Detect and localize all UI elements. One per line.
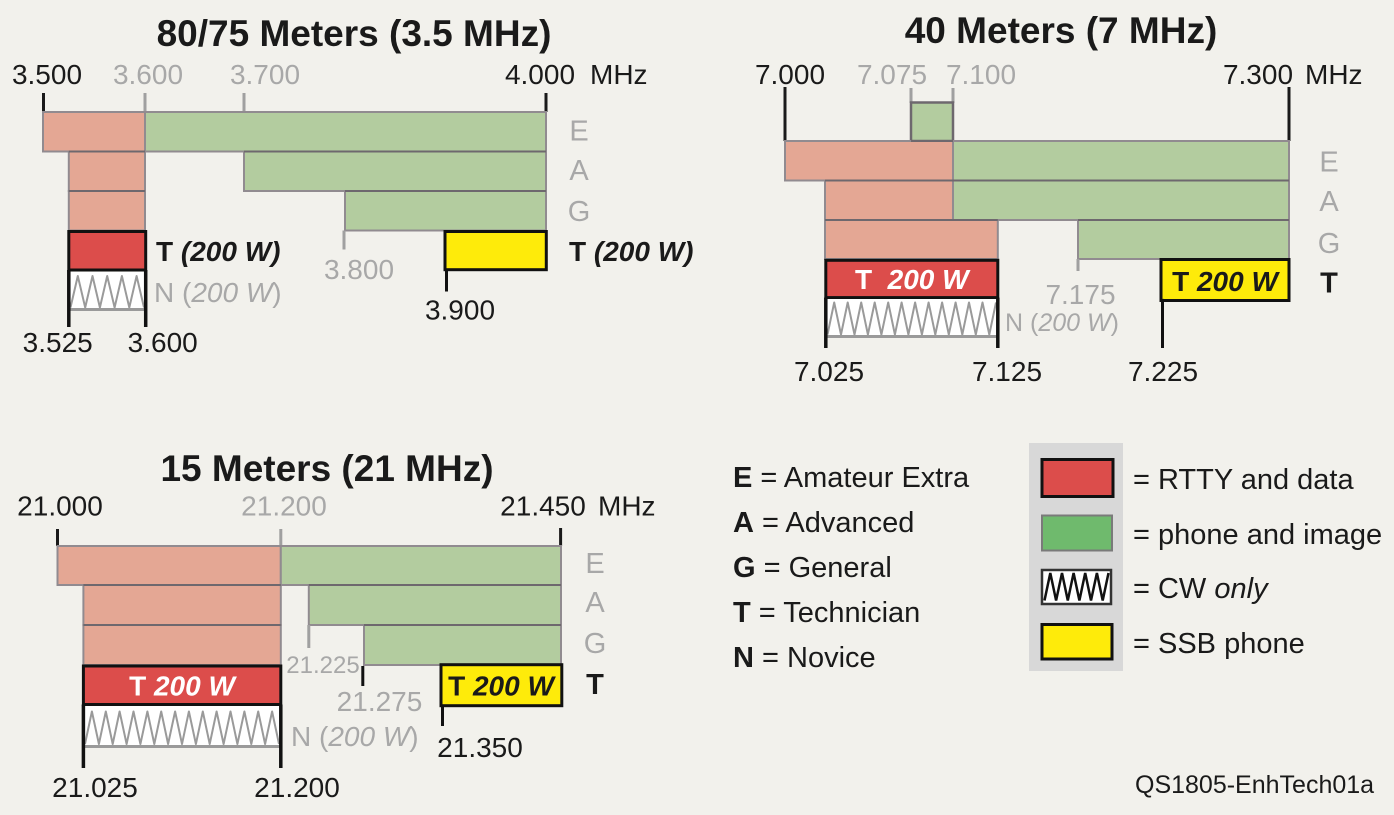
svg-text:E: E bbox=[585, 548, 604, 580]
svg-text:7.225: 7.225 bbox=[1128, 356, 1198, 387]
svg-text:21.275: 21.275 bbox=[337, 686, 423, 717]
svg-text:E: E bbox=[1319, 147, 1338, 179]
svg-text:G: G bbox=[1318, 228, 1341, 260]
svg-text:A: A bbox=[569, 155, 589, 187]
svg-text:21.200: 21.200 bbox=[254, 772, 340, 803]
svg-text:7.075: 7.075 bbox=[857, 59, 927, 90]
svg-text:21.350: 21.350 bbox=[437, 732, 523, 763]
svg-text:G: G bbox=[568, 196, 591, 228]
svg-text:= phone and image: = phone and image bbox=[1133, 519, 1382, 551]
svg-text:7.175: 7.175 bbox=[1045, 279, 1115, 310]
svg-text:N (200 W): N (200 W) bbox=[291, 721, 419, 752]
svg-text:= RTTY and data: = RTTY and data bbox=[1133, 464, 1354, 496]
svg-text:MHz: MHz bbox=[1305, 59, 1363, 90]
svg-text:G = General: G = General bbox=[733, 552, 892, 584]
svg-text:T 200 W: T 200 W bbox=[1172, 266, 1280, 297]
svg-text:A: A bbox=[585, 587, 605, 619]
svg-text:T = Technician: T = Technician bbox=[733, 597, 920, 629]
svg-text:7.300: 7.300 bbox=[1223, 59, 1293, 90]
svg-text:4.000: 4.000 bbox=[505, 59, 575, 90]
svg-text:3.600: 3.600 bbox=[128, 327, 198, 358]
svg-text:N (200 W): N (200 W) bbox=[1005, 309, 1119, 337]
svg-text:21.025: 21.025 bbox=[52, 772, 138, 803]
svg-text:T 200 W: T 200 W bbox=[448, 671, 556, 702]
svg-text:N (200 W): N (200 W) bbox=[154, 277, 282, 308]
svg-text:15 Meters (21 MHz): 15 Meters (21 MHz) bbox=[160, 448, 493, 489]
svg-text:3.500: 3.500 bbox=[12, 59, 82, 90]
svg-text:E: E bbox=[569, 116, 588, 148]
svg-text:G: G bbox=[584, 628, 607, 660]
svg-text:T: T bbox=[1320, 268, 1338, 300]
svg-text:A: A bbox=[1319, 186, 1339, 218]
svg-text:T: T bbox=[586, 669, 604, 701]
svg-text:3.700: 3.700 bbox=[230, 59, 300, 90]
svg-text:3.900: 3.900 bbox=[425, 295, 495, 326]
svg-text:= CW only: = CW only bbox=[1133, 573, 1269, 605]
svg-text:T (200 W): T (200 W) bbox=[569, 236, 693, 267]
svg-text:7.000: 7.000 bbox=[755, 59, 825, 90]
svg-text:21.450: 21.450 bbox=[500, 491, 586, 522]
svg-text:7.025: 7.025 bbox=[794, 356, 864, 387]
svg-text:40 Meters (7 MHz): 40 Meters (7 MHz) bbox=[905, 10, 1218, 51]
svg-text:= SSB phone: = SSB phone bbox=[1133, 628, 1305, 660]
svg-text:E = Amateur Extra: E = Amateur Extra bbox=[733, 462, 970, 494]
svg-text:N = Novice: N = Novice bbox=[733, 642, 876, 674]
svg-text:T (200 W): T (200 W) bbox=[156, 236, 280, 267]
svg-text:80/75 Meters (3.5 MHz): 80/75 Meters (3.5 MHz) bbox=[157, 13, 552, 54]
svg-text:21.200: 21.200 bbox=[241, 491, 327, 522]
svg-text:7.125: 7.125 bbox=[972, 356, 1042, 387]
svg-text:MHz: MHz bbox=[590, 59, 648, 90]
svg-text:7.100: 7.100 bbox=[946, 59, 1016, 90]
svg-text:MHz: MHz bbox=[598, 491, 656, 522]
svg-text:T 200 W: T 200 W bbox=[855, 264, 971, 295]
svg-text:3.600: 3.600 bbox=[113, 59, 183, 90]
svg-text:T 200 W: T 200 W bbox=[129, 671, 237, 702]
svg-text:21.000: 21.000 bbox=[17, 491, 103, 522]
svg-text:3.800: 3.800 bbox=[324, 254, 394, 285]
svg-text:QS1805-EnhTech01a: QS1805-EnhTech01a bbox=[1135, 771, 1374, 799]
svg-text:3.525: 3.525 bbox=[23, 327, 93, 358]
svg-text:A = Advanced: A = Advanced bbox=[733, 507, 914, 539]
svg-text:21.225: 21.225 bbox=[286, 652, 359, 679]
